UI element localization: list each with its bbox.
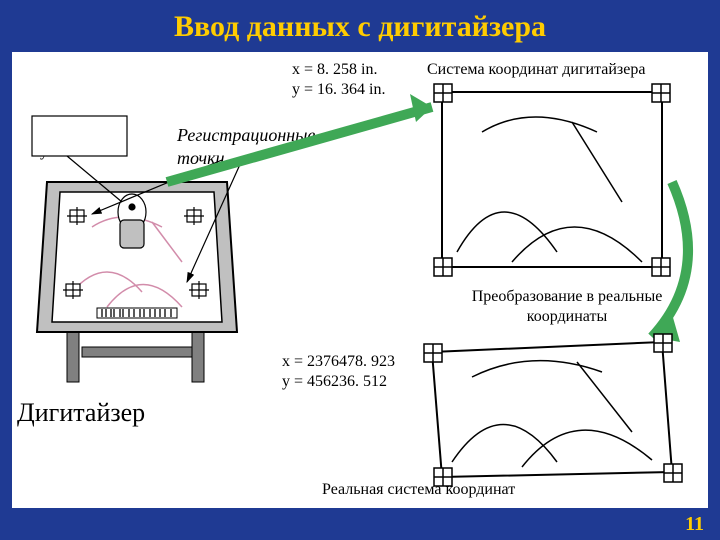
real-frame (432, 342, 672, 477)
diagram-canvas: x = 8. 258 in. y = 16. 364 in. Система к… (12, 52, 708, 508)
digitizer-frame (442, 92, 662, 267)
green-arrow-1 (167, 94, 432, 182)
slide-title: Ввод данных с дигитайзера (0, 0, 720, 50)
page-number: 11 (685, 513, 704, 536)
digitizer-drawing (32, 116, 237, 382)
